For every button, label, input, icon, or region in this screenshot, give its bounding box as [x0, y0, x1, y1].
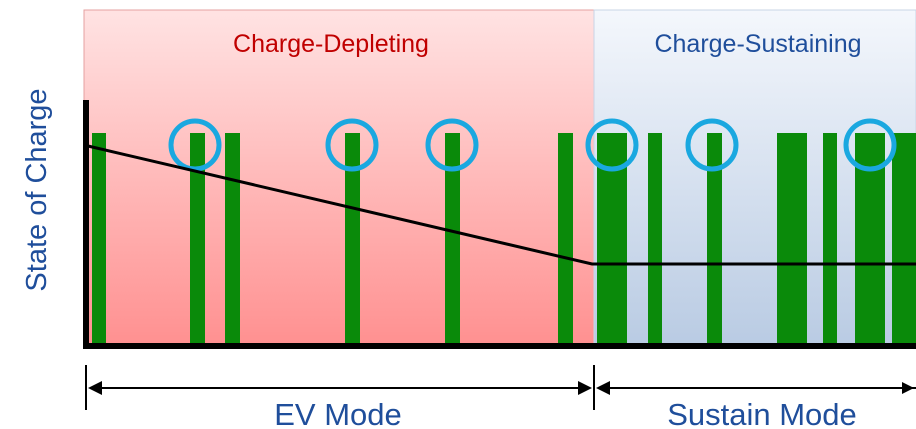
highlight-circle — [425, 118, 479, 172]
load-bar — [190, 133, 205, 343]
highlight-circle — [685, 118, 739, 172]
load-bar — [92, 133, 106, 343]
highlight-circle — [168, 118, 222, 172]
sustain-mode-arrow — [596, 381, 916, 395]
load-bar — [558, 133, 573, 343]
load-bar — [445, 133, 460, 343]
highlight-circle — [325, 118, 379, 172]
load-bars — [92, 133, 916, 343]
sustain-mode-label: Sustain Mode — [667, 397, 857, 429]
load-bar — [892, 133, 916, 343]
charge-sustaining-label: Charge-Sustaining — [654, 30, 861, 58]
highlight-circles — [168, 118, 897, 172]
load-bar — [345, 133, 360, 343]
load-bar — [823, 133, 837, 343]
ev-mode-arrow — [88, 381, 592, 395]
y-axis-label: State of Charge — [21, 88, 53, 291]
load-bar — [648, 133, 662, 343]
highlight-circle — [585, 118, 639, 172]
load-bar — [777, 133, 807, 343]
soc-line — [87, 144, 916, 266]
load-bar — [707, 133, 722, 343]
ev-mode-label: EV Mode — [274, 397, 402, 429]
charge-depleting-label: Charge-Depleting — [233, 30, 429, 58]
load-bar — [225, 133, 240, 343]
charge-depleting-region — [83, 9, 595, 347]
highlight-circle — [843, 118, 897, 172]
